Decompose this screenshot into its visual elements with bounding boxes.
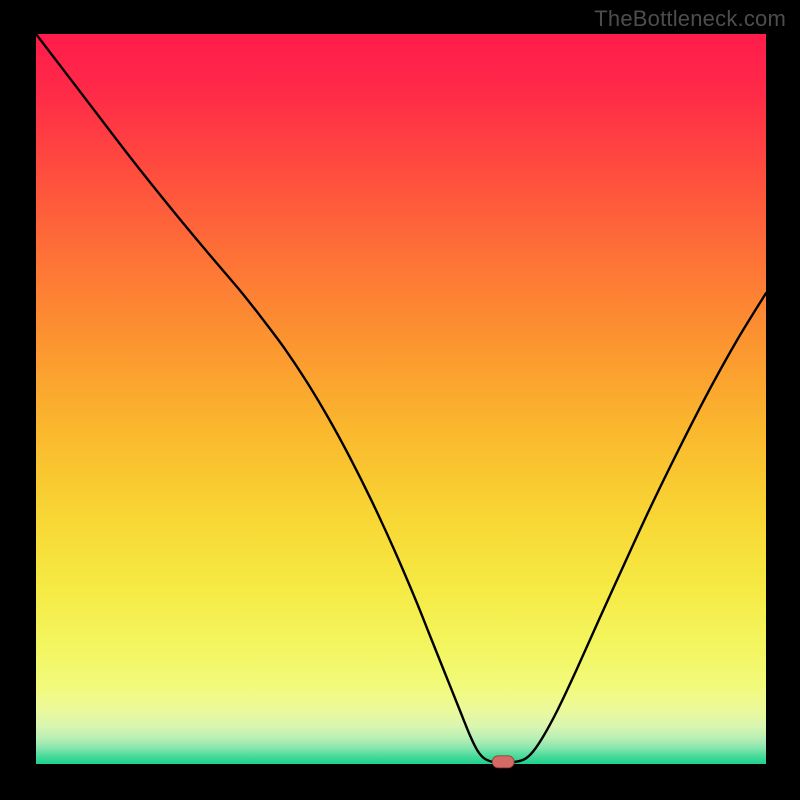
watermark-text: TheBottleneck.com bbox=[594, 6, 786, 32]
bottleneck-chart bbox=[0, 0, 800, 800]
plot-background bbox=[36, 34, 766, 764]
optimal-marker bbox=[492, 756, 514, 768]
chart-frame: { "watermark": { "text": "TheBottleneck.… bbox=[0, 0, 800, 800]
